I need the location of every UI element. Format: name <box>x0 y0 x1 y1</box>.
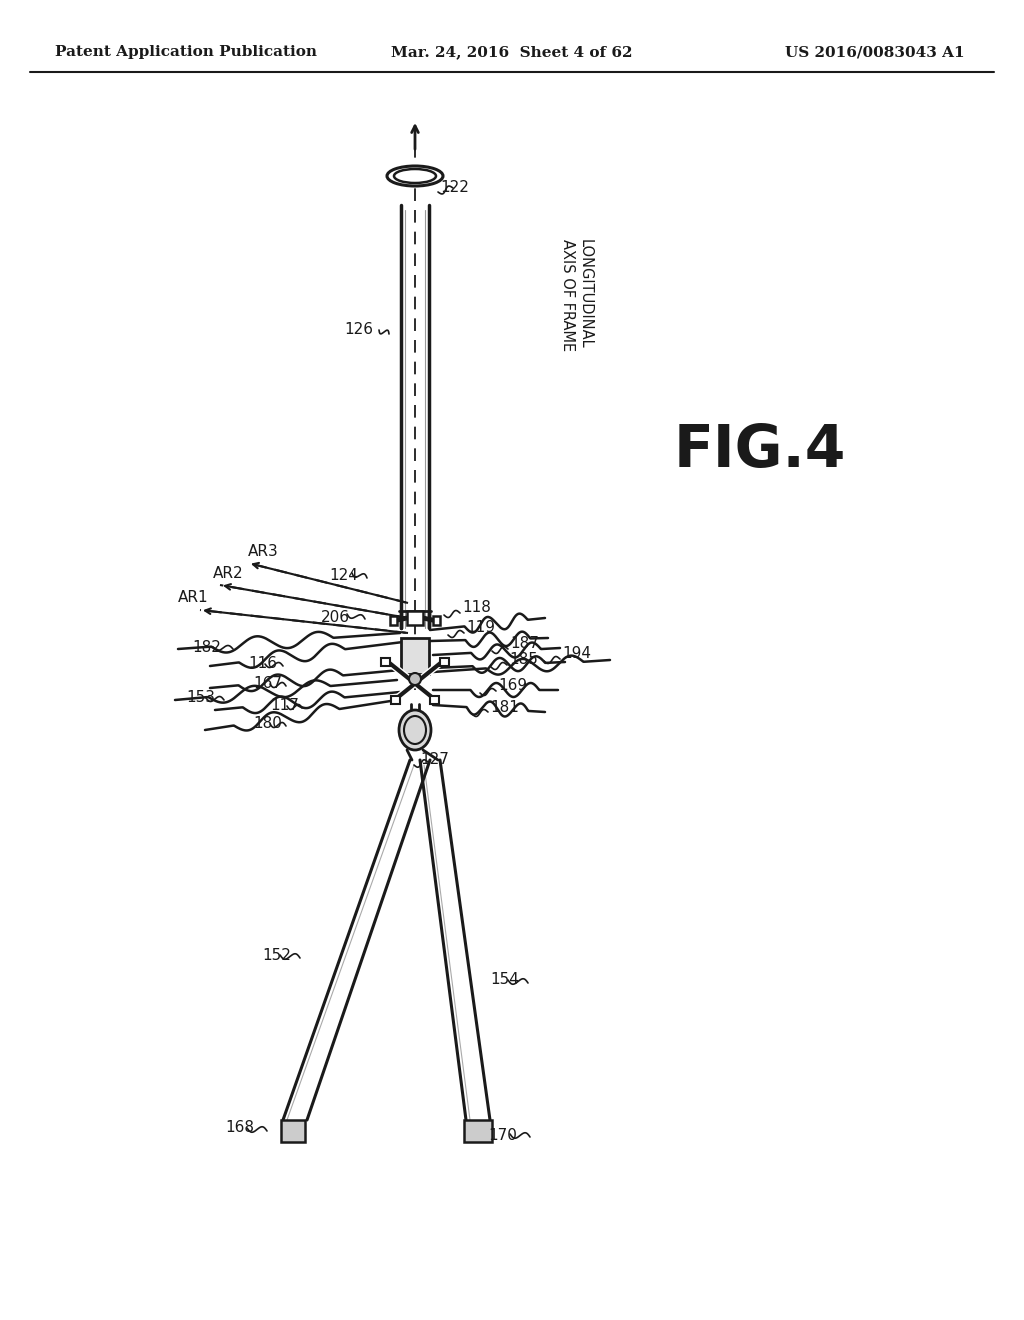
Bar <box>390 616 397 624</box>
Text: FIG.4: FIG.4 <box>674 421 846 479</box>
Text: AR2: AR2 <box>213 566 244 582</box>
Text: Mar. 24, 2016  Sheet 4 of 62: Mar. 24, 2016 Sheet 4 of 62 <box>391 45 633 59</box>
Ellipse shape <box>404 715 426 744</box>
Text: 181: 181 <box>490 700 519 714</box>
Bar <box>440 657 449 667</box>
Text: 206: 206 <box>321 610 349 624</box>
Text: 154: 154 <box>490 973 519 987</box>
Text: 152: 152 <box>262 948 291 962</box>
Text: AR3: AR3 <box>248 544 279 558</box>
Bar <box>381 657 390 667</box>
Ellipse shape <box>409 673 421 685</box>
Bar <box>401 638 429 675</box>
Text: 124: 124 <box>330 568 358 582</box>
Text: 116: 116 <box>248 656 278 672</box>
Text: 182: 182 <box>193 639 221 655</box>
Text: 167: 167 <box>253 676 282 692</box>
Text: 153: 153 <box>186 690 215 705</box>
Text: Patent Application Publication: Patent Application Publication <box>55 45 317 59</box>
Text: 118: 118 <box>462 601 490 615</box>
Text: 187: 187 <box>510 636 539 652</box>
Ellipse shape <box>387 166 443 186</box>
Bar <box>433 616 440 624</box>
Ellipse shape <box>399 710 431 750</box>
Text: 194: 194 <box>562 647 591 661</box>
Text: AR1: AR1 <box>178 590 208 606</box>
Bar <box>464 1119 492 1142</box>
Text: 170: 170 <box>488 1129 517 1143</box>
Text: 119: 119 <box>466 620 495 635</box>
Text: 168: 168 <box>225 1121 254 1135</box>
Text: 126: 126 <box>344 322 373 338</box>
Text: 117: 117 <box>270 698 299 714</box>
Text: 185: 185 <box>509 652 538 668</box>
Text: 127: 127 <box>421 752 450 767</box>
Bar <box>407 611 423 624</box>
Bar <box>430 696 439 704</box>
Text: LONGITUDINAL
AXIS OF FRAME: LONGITUDINAL AXIS OF FRAME <box>560 239 593 351</box>
Text: 122: 122 <box>440 181 469 195</box>
Bar <box>391 696 400 704</box>
Ellipse shape <box>394 169 436 183</box>
Text: 169: 169 <box>498 678 527 693</box>
Text: US 2016/0083043 A1: US 2016/0083043 A1 <box>785 45 965 59</box>
Bar <box>281 1119 305 1142</box>
Text: 180: 180 <box>253 717 282 731</box>
